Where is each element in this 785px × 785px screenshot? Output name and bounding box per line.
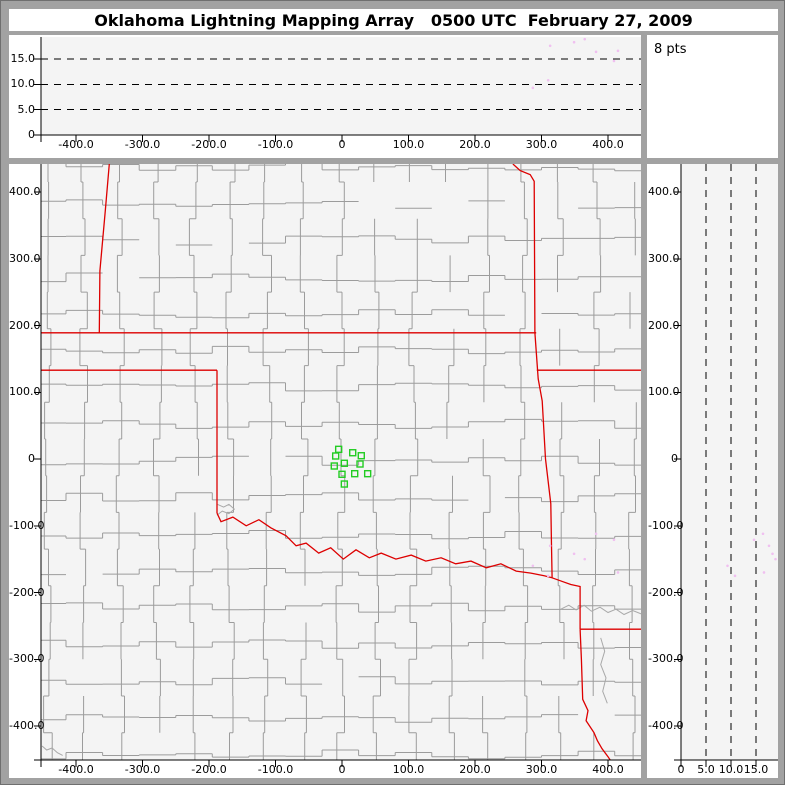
tick-label: 10.0 (718, 763, 744, 776)
tick-label: 300.0 (648, 251, 680, 265)
lightning-source-point (752, 538, 756, 542)
tick-label: 0 (28, 452, 35, 465)
tick-label: 300.0 (525, 763, 558, 776)
lightning-source-point (572, 40, 576, 44)
lightning-source-point (774, 557, 777, 561)
tick-label: 200.0 (9, 318, 41, 332)
lightning-source-point (767, 544, 771, 548)
lightning-source-point (583, 557, 587, 561)
tick-label: -400.0 (58, 763, 94, 776)
lma-station-marker (340, 480, 349, 488)
tick-label: 400.0 (648, 185, 680, 198)
lightning-source-point (548, 44, 552, 48)
lightning-source-point (612, 538, 616, 542)
tick-label: -300.0 (124, 763, 161, 776)
lma-station-marker (357, 452, 365, 460)
tick-label: 0 (338, 138, 346, 151)
lightning-source-point (531, 564, 535, 568)
state-border (98, 164, 110, 333)
river-line (41, 745, 63, 756)
lightning-source-point (594, 532, 598, 536)
lightning-source-point (726, 564, 729, 568)
lightning-source-point (616, 571, 620, 574)
river-line (600, 637, 608, 704)
lightning-source-point (572, 552, 576, 556)
state-border (579, 629, 611, 760)
lma-station-marker (331, 452, 340, 460)
lightning-source-point (548, 544, 552, 548)
tick-label: -300.0 (648, 652, 684, 666)
tick-label: 300.0 (525, 138, 558, 151)
lightning-source-point (531, 86, 535, 90)
tick-label: 400.0 (9, 185, 41, 198)
tick-label: -100.0 (9, 518, 45, 532)
tick-label: 5.0 (697, 763, 715, 776)
tick-label: 300.0 (9, 251, 41, 265)
lightning-source-point (546, 78, 550, 82)
tick-label: 10.0 (10, 77, 36, 91)
east-west-altitude-panel: 0 5.0 10.0 15.0 -400.0 -300.0 -200.0 -100.0 0 100… (9, 35, 641, 158)
tick-label: 200.0 (648, 318, 680, 332)
lightning-source-point (616, 49, 620, 53)
page-title: Oklahoma Lightning Mapping Array 0500 UT… (9, 9, 778, 31)
tick-label: -200.0 (9, 585, 45, 599)
lma-station-marker (351, 469, 359, 478)
north-south-altitude-panel: -400.0 -300.0 -200.0 -100.0 0 100.0 200.0 300.0… (647, 164, 778, 778)
tick-label: 100.0 (648, 385, 680, 399)
tick-label: 0 (28, 128, 35, 141)
ns-altitude-plot[interactable] (647, 164, 778, 778)
state-border (216, 512, 553, 579)
tick-label: -400.0 (9, 719, 45, 732)
tick-label: -400.0 (58, 138, 94, 151)
tick-label: -200.0 (648, 585, 684, 599)
lightning-source-point (583, 37, 587, 41)
tick-label: 15.0 (743, 763, 769, 776)
lma-station-marker (340, 459, 349, 467)
lightning-source-point (594, 50, 598, 54)
tick-label: -100.0 (648, 518, 684, 532)
lightning-source-point (761, 532, 765, 536)
lma-station-marker (330, 462, 338, 470)
tick-label: 100.0 (9, 385, 41, 399)
tick-label: -300.0 (124, 138, 161, 151)
lma-station-marker (349, 449, 357, 457)
lma-station-marker (363, 469, 372, 478)
tick-label: -400.0 (648, 719, 684, 732)
tick-label: -300.0 (9, 652, 45, 666)
tick-label: 200.0 (459, 138, 491, 151)
tick-label: 400.0 (592, 138, 624, 151)
tick-label: -100.0 (257, 138, 294, 151)
tick-label: 400.0 (592, 763, 624, 776)
tick-label: 100.0 (392, 763, 425, 776)
tick-label: 0 (338, 763, 346, 776)
county-boundaries (41, 164, 641, 760)
tick-label: 200.0 (459, 763, 491, 776)
point-count-panel: 8 pts (647, 35, 778, 158)
state-border (512, 164, 553, 578)
lightning-source-point (762, 571, 766, 574)
lma-station-marker (338, 470, 346, 478)
lightning-source-point (612, 59, 616, 63)
lightning-source-point (771, 552, 774, 556)
lightning-source-point (733, 574, 737, 578)
lightning-source-point (546, 574, 550, 578)
plan-view-plot[interactable] (9, 164, 641, 778)
state-border (551, 577, 581, 630)
river-line (216, 503, 236, 516)
tick-label: -200.0 (191, 763, 227, 776)
lma-station-marker (356, 460, 364, 468)
tick-label: 0 (671, 452, 678, 465)
ew-altitude-plot[interactable] (9, 35, 641, 158)
tick-label: 0 (677, 763, 685, 776)
point-count-label: 8 pts (654, 42, 687, 57)
tick-label: 15.0 (10, 51, 36, 65)
tick-label: -200.0 (191, 138, 227, 151)
river-line (560, 604, 641, 616)
tick-label: -100.0 (257, 763, 294, 776)
tick-label: 5.0 (17, 102, 36, 116)
tick-label: 100.0 (392, 138, 425, 151)
plan-view-map-panel: -400.0 -300.0 -200.0 -100.0 0 100.0 200.0 300.0… (9, 164, 641, 778)
